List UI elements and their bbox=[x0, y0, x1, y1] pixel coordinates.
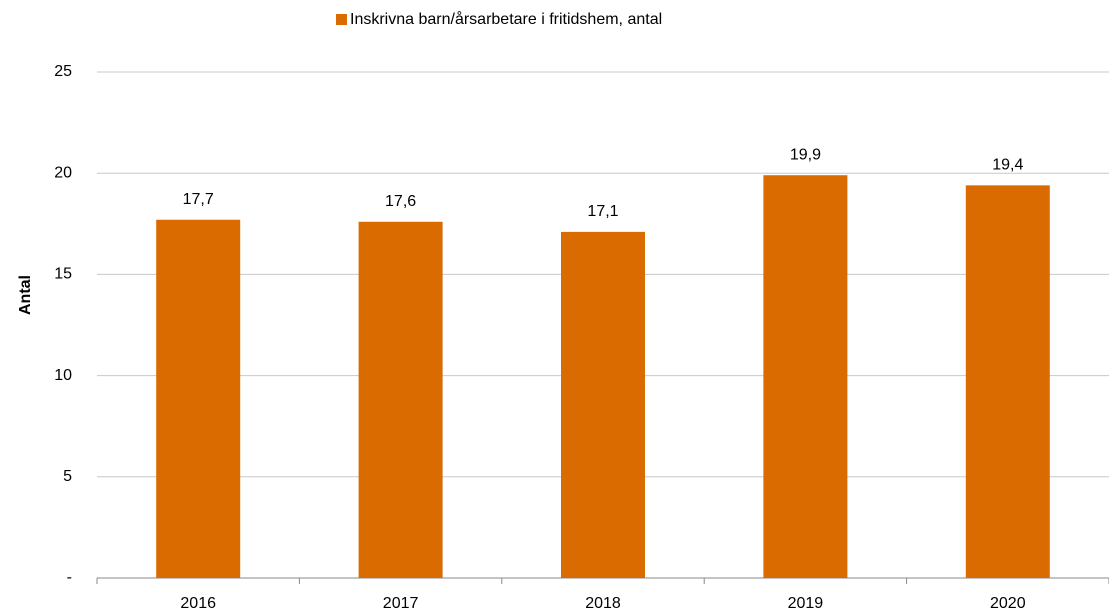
data-label: 19,4 bbox=[992, 157, 1023, 174]
bar bbox=[965, 185, 1050, 578]
bar bbox=[763, 175, 848, 578]
bar bbox=[561, 231, 645, 578]
x-tick-label: 2018 bbox=[585, 595, 621, 612]
legend-swatch bbox=[336, 14, 347, 25]
data-label: 17,6 bbox=[385, 193, 416, 210]
bar bbox=[358, 221, 443, 578]
data-label: 17,7 bbox=[183, 191, 214, 208]
y-tick-label: 10 bbox=[54, 367, 72, 384]
legend-label: Inskrivna barn/årsarbetare i fritidshem,… bbox=[350, 10, 662, 28]
y-tick-label: - bbox=[67, 569, 72, 586]
x-tick-label: 2016 bbox=[180, 595, 216, 612]
y-tick-label: 20 bbox=[54, 164, 72, 181]
y-tick-label: 5 bbox=[63, 468, 72, 485]
data-label: 19,9 bbox=[790, 146, 821, 163]
x-tick-label: 2020 bbox=[990, 595, 1026, 612]
x-tick-label: 2017 bbox=[383, 595, 419, 612]
y-tick-label: 15 bbox=[54, 266, 72, 283]
y-tick-label: 25 bbox=[54, 63, 72, 80]
bar bbox=[156, 219, 241, 578]
x-tick-label: 2019 bbox=[788, 595, 824, 612]
data-label: 17,1 bbox=[587, 203, 618, 220]
y-axis-label: Antal bbox=[17, 275, 34, 315]
